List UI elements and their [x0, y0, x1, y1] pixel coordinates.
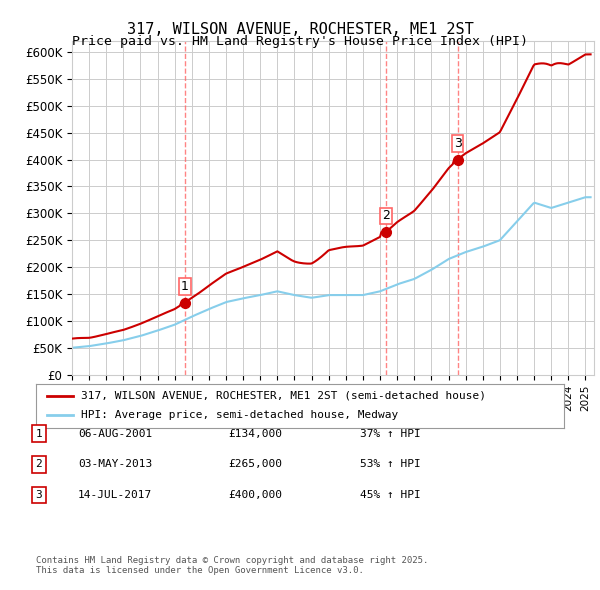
Text: 03-MAY-2013: 03-MAY-2013	[78, 460, 152, 469]
Text: 317, WILSON AVENUE, ROCHESTER, ME1 2ST: 317, WILSON AVENUE, ROCHESTER, ME1 2ST	[127, 22, 473, 37]
Text: £265,000: £265,000	[228, 460, 282, 469]
Text: 3: 3	[35, 490, 43, 500]
Text: 37% ↑ HPI: 37% ↑ HPI	[360, 429, 421, 438]
Text: £134,000: £134,000	[228, 429, 282, 438]
Text: Price paid vs. HM Land Registry's House Price Index (HPI): Price paid vs. HM Land Registry's House …	[72, 35, 528, 48]
Text: 53% ↑ HPI: 53% ↑ HPI	[360, 460, 421, 469]
Text: 3: 3	[454, 137, 461, 150]
Text: HPI: Average price, semi-detached house, Medway: HPI: Average price, semi-detached house,…	[81, 411, 398, 420]
Text: 1: 1	[181, 280, 189, 293]
Text: 317, WILSON AVENUE, ROCHESTER, ME1 2ST (semi-detached house): 317, WILSON AVENUE, ROCHESTER, ME1 2ST (…	[81, 391, 486, 401]
Text: £400,000: £400,000	[228, 490, 282, 500]
Text: 2: 2	[35, 460, 43, 469]
Text: 45% ↑ HPI: 45% ↑ HPI	[360, 490, 421, 500]
Text: 1: 1	[35, 429, 43, 438]
Text: 14-JUL-2017: 14-JUL-2017	[78, 490, 152, 500]
Text: 2: 2	[382, 209, 389, 222]
Text: 06-AUG-2001: 06-AUG-2001	[78, 429, 152, 438]
Text: Contains HM Land Registry data © Crown copyright and database right 2025.
This d: Contains HM Land Registry data © Crown c…	[36, 556, 428, 575]
